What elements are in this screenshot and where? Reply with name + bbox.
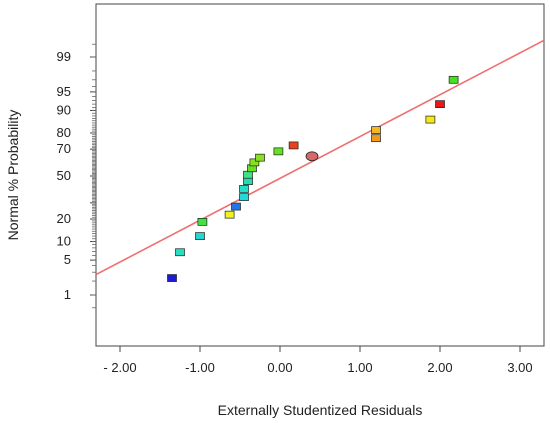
x-tick-label: 2.00 xyxy=(427,360,452,375)
data-point xyxy=(425,115,436,124)
y-tick-label: 90 xyxy=(57,102,71,117)
plot-frame xyxy=(95,3,545,347)
y-axis-minor-ticks xyxy=(92,43,96,309)
x-axis-ticks: - 2.00 -1.00 0.00 1.00 2.00 3.00 xyxy=(103,346,533,375)
data-point xyxy=(195,232,205,240)
y-tick-label: 10 xyxy=(57,234,71,249)
data-point xyxy=(273,147,284,156)
y-tick-label: 99 xyxy=(57,49,71,64)
data-point xyxy=(231,202,241,211)
x-tick-label: 1.00 xyxy=(347,360,372,375)
y-tick-label: 95 xyxy=(57,84,71,99)
x-tick-label: - 2.00 xyxy=(103,360,136,375)
y-tick-label: 1 xyxy=(64,287,71,302)
x-tick-label: 0.00 xyxy=(267,360,292,375)
data-point xyxy=(224,210,235,219)
y-tick-label: 20 xyxy=(57,211,71,226)
data-point xyxy=(175,248,185,257)
data-point xyxy=(371,134,381,143)
data-point xyxy=(243,170,253,179)
y-tick-label: 5 xyxy=(64,252,71,267)
data-point xyxy=(243,177,253,185)
x-tick-label: 3.00 xyxy=(507,360,532,375)
data-points xyxy=(167,75,459,282)
x-axis-title: Externally Studentized Residuals xyxy=(218,402,423,418)
data-point xyxy=(249,158,260,167)
y-axis-title: Normal % Probability xyxy=(5,110,21,241)
data-point xyxy=(239,185,249,193)
data-point xyxy=(255,153,265,162)
y-tick-label: 80 xyxy=(57,125,71,140)
data-point xyxy=(371,126,381,134)
data-point xyxy=(197,218,208,226)
y-tick-label: 70 xyxy=(57,141,71,156)
data-point xyxy=(305,151,319,162)
data-point xyxy=(167,274,177,282)
data-point xyxy=(448,75,459,84)
data-point xyxy=(288,141,299,150)
data-point xyxy=(239,193,249,201)
data-point xyxy=(435,100,445,108)
fit-line xyxy=(95,39,545,276)
x-tick-label: -1.00 xyxy=(185,360,215,375)
y-tick-label: 50 xyxy=(57,168,71,183)
